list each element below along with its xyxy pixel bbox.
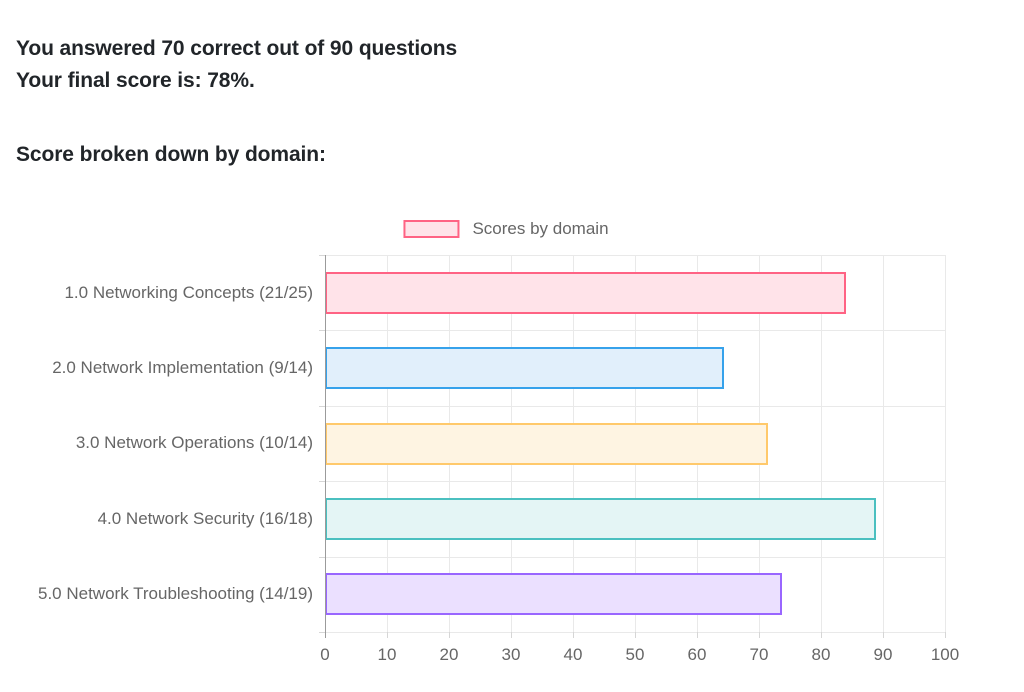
gridline (945, 255, 946, 632)
summary-correct-count: You answered 70 correct out of 90 questi… (16, 37, 458, 60)
chart-legend-item[interactable]: Scores by domain (403, 219, 609, 239)
gridline (325, 255, 945, 256)
plot-area (325, 255, 946, 633)
bar-2 (325, 347, 724, 390)
category-label: 3.0 Network Operations (10/14) (75, 433, 313, 453)
y-axis-tick (319, 632, 325, 633)
x-tick-label: 60 (687, 645, 707, 664)
x-tick-label: 70 (749, 645, 769, 664)
bar-1 (325, 271, 846, 314)
x-tick-label: 40 (563, 645, 583, 664)
x-axis-tick (387, 632, 388, 638)
category-label: 2.0 Network Implementation (9/14) (52, 358, 313, 378)
category-label: 4.0 Network Security (16/18) (97, 508, 313, 528)
y-axis-tick (319, 330, 325, 332)
bar-4 (325, 497, 877, 540)
x-tick-label: 30 (501, 645, 521, 664)
x-axis-zero-line (325, 255, 326, 638)
category-label: 1.0 Networking Concepts (21/25) (64, 282, 313, 302)
x-axis-tick (821, 632, 822, 638)
x-axis-tick (759, 632, 760, 638)
y-axis-tick (319, 556, 325, 558)
x-axis-tick (635, 632, 636, 638)
legend-label: Scores by domain (472, 219, 609, 238)
summary-final-score: Your final score is: 78%. (16, 69, 255, 92)
x-axis-tick (697, 632, 698, 638)
y-axis-tick (319, 255, 325, 256)
bar-5 (325, 573, 782, 616)
x-tick-label: 20 (439, 645, 459, 664)
x-tick-label: 90 (873, 645, 893, 664)
x-axis-tick (449, 632, 450, 638)
y-axis-tick (319, 405, 325, 407)
x-tick-label: 80 (811, 645, 831, 664)
x-axis-tick (511, 632, 512, 638)
x-tick-label: 10 (377, 645, 397, 664)
gridline (821, 255, 822, 632)
gridline (325, 556, 945, 558)
y-axis-tick (319, 481, 325, 483)
gridline (325, 481, 945, 483)
x-tick-label: 50 (625, 645, 645, 664)
x-tick-label: 100 (930, 645, 960, 664)
x-tick-label: 0 (320, 645, 330, 664)
legend-swatch-icon (403, 220, 460, 238)
gridline (883, 255, 884, 632)
gridline (325, 330, 945, 332)
category-label: 5.0 Network Troubleshooting (14/19) (38, 584, 313, 604)
x-axis-tick (945, 632, 946, 638)
domain-breakdown-heading: Score broken down by domain: (16, 143, 326, 166)
bar-3 (325, 422, 768, 465)
gridline (325, 405, 945, 407)
x-axis-tick (573, 632, 574, 638)
x-axis-tick (883, 632, 884, 638)
